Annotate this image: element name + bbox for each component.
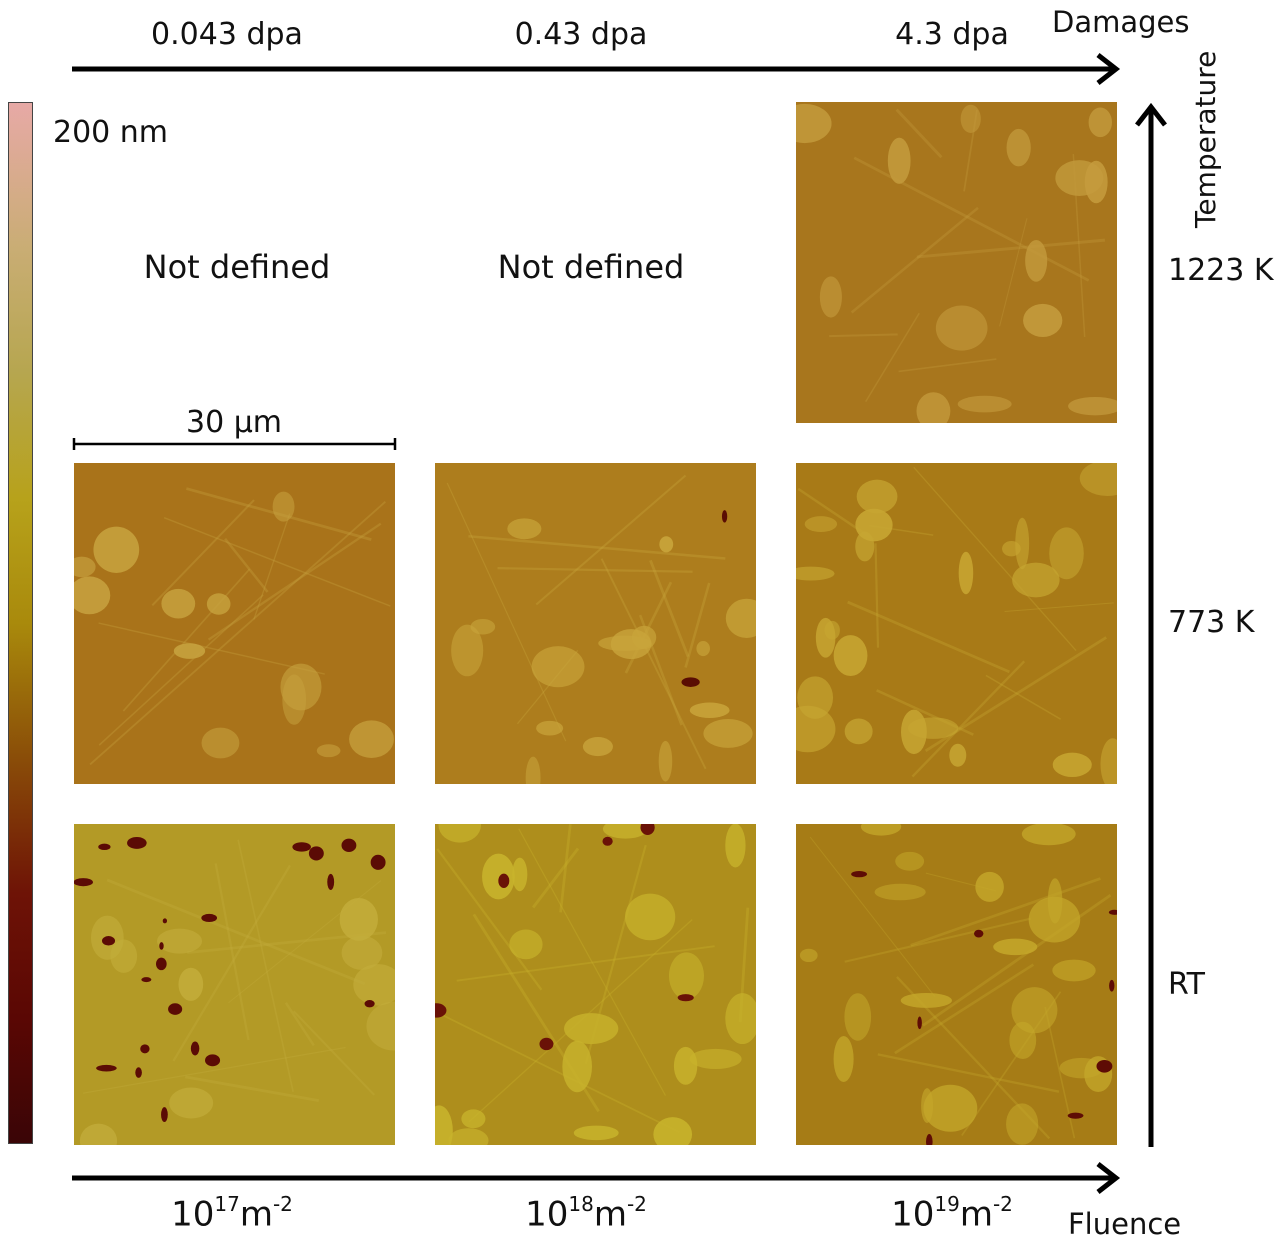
damages-label-4.3: 4.3 dpa bbox=[895, 17, 1009, 52]
fluence-label-1e19: 1019m-2 bbox=[891, 1192, 1013, 1235]
afm-image-1223K-4.3dpa bbox=[796, 102, 1117, 423]
temperature-label-1223K: 1223 K bbox=[1168, 253, 1274, 288]
scale-bar-label: 30 µm bbox=[185, 405, 283, 440]
afm-image-773K-0.043dpa bbox=[74, 463, 395, 784]
temperature-label-RT: RT bbox=[1168, 967, 1205, 1002]
fluence-label-1e18: 1018m-2 bbox=[525, 1192, 647, 1235]
temperature-axis-label: Temperature bbox=[1189, 50, 1222, 228]
damages-axis-arrow bbox=[72, 53, 1121, 85]
damages-axis-label: Damages bbox=[1052, 5, 1190, 39]
fluence-label-1e17: 1017m-2 bbox=[171, 1192, 293, 1235]
damages-label-0.043: 0.043 dpa bbox=[151, 17, 303, 52]
height-colorbar bbox=[8, 102, 33, 1144]
temperature-label-773K: 773 K bbox=[1168, 605, 1255, 640]
fluence-axis-arrow bbox=[72, 1162, 1121, 1194]
scale-bar bbox=[72, 438, 397, 450]
temperature-axis-arrow bbox=[1135, 102, 1167, 1147]
afm-image-RT-4.3dpa bbox=[796, 824, 1117, 1145]
afm-image-RT-0.043dpa bbox=[74, 824, 395, 1145]
not-defined-label-2: Not defined bbox=[497, 248, 685, 286]
afm-image-773K-4.3dpa bbox=[796, 463, 1117, 784]
colorbar-max-label: 200 nm bbox=[53, 115, 169, 150]
not-defined-label-1: Not defined bbox=[143, 248, 331, 286]
afm-image-RT-0.43dpa bbox=[435, 824, 756, 1145]
damages-label-0.43: 0.43 dpa bbox=[514, 17, 648, 52]
afm-image-773K-0.43dpa bbox=[435, 463, 756, 784]
fluence-axis-label: Fluence bbox=[1068, 1207, 1182, 1241]
